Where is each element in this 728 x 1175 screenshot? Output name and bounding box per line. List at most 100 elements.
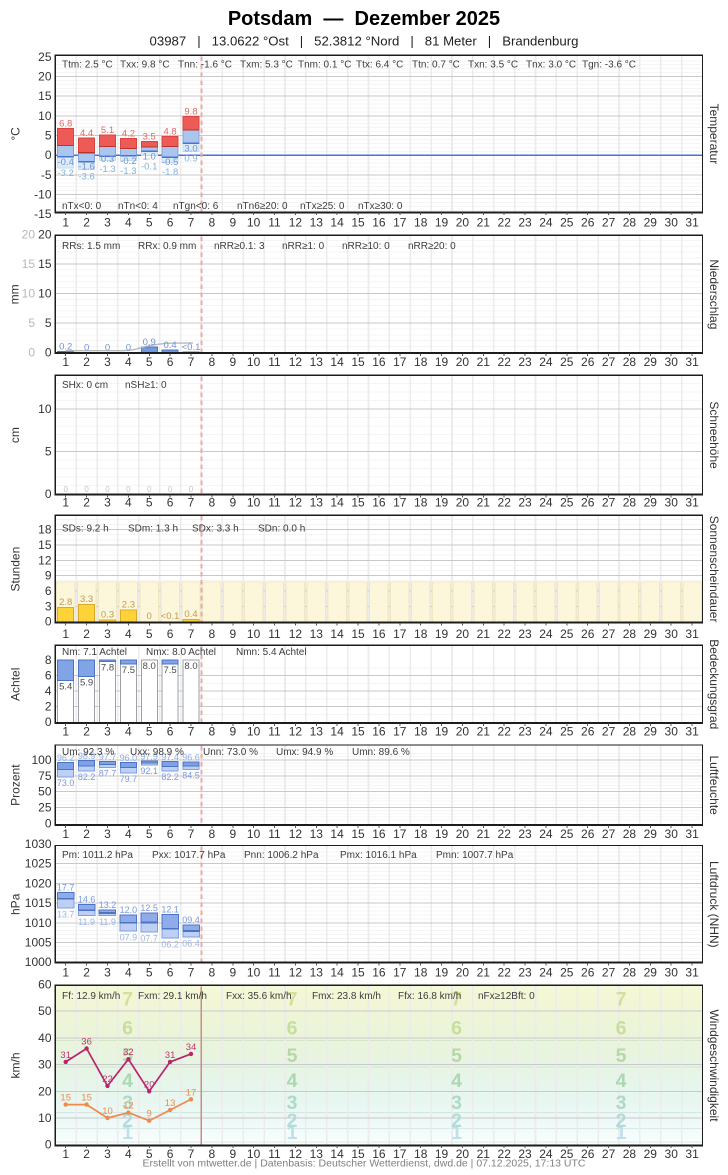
svg-text:4: 4 <box>616 1070 627 1092</box>
svg-text:13: 13 <box>310 215 324 229</box>
svg-text:5: 5 <box>287 1045 298 1067</box>
svg-text:4: 4 <box>125 627 132 641</box>
svg-text:25: 25 <box>560 215 574 229</box>
svg-text:06.2: 06.2 <box>161 939 179 949</box>
svg-text:9: 9 <box>229 215 236 229</box>
svg-text:4.8: 4.8 <box>163 126 176 137</box>
svg-text:6: 6 <box>287 1018 298 1040</box>
svg-text:22: 22 <box>498 496 512 510</box>
svg-text:34: 34 <box>186 1042 197 1053</box>
svg-text:Umn: 89.6 %: Umn: 89.6 % <box>352 747 410 758</box>
svg-text:9: 9 <box>229 1147 236 1161</box>
svg-text:8: 8 <box>45 653 52 667</box>
svg-text:82.2: 82.2 <box>161 772 179 782</box>
svg-text:31: 31 <box>685 215 699 229</box>
svg-text:Pxx: 1017.7 hPa: Pxx: 1017.7 hPa <box>152 850 226 861</box>
svg-text:14.6: 14.6 <box>78 895 96 905</box>
svg-text:0.9: 0.9 <box>143 337 156 348</box>
svg-text:9: 9 <box>229 966 236 980</box>
svg-text:24: 24 <box>539 1147 553 1161</box>
svg-text:29: 29 <box>644 827 658 841</box>
svg-text:27: 27 <box>602 355 616 369</box>
svg-text:RRx: 0.9 mm: RRx: 0.9 mm <box>138 241 196 252</box>
svg-text:12: 12 <box>289 496 303 510</box>
svg-text:0: 0 <box>28 346 35 360</box>
svg-text:22: 22 <box>498 627 512 641</box>
svg-text:16: 16 <box>372 966 386 980</box>
svg-text:36: 36 <box>81 1037 92 1048</box>
svg-text:8: 8 <box>209 725 216 739</box>
svg-text:11: 11 <box>268 966 281 980</box>
svg-text:7.5: 7.5 <box>122 665 135 676</box>
svg-text:29: 29 <box>644 966 658 980</box>
svg-text:11: 11 <box>268 215 281 229</box>
svg-text:9: 9 <box>147 1109 152 1120</box>
svg-text:97.7: 97.7 <box>99 752 117 762</box>
svg-text:Niederschlag: Niederschlag <box>707 259 721 329</box>
svg-text:7: 7 <box>188 496 195 510</box>
svg-text:26: 26 <box>581 725 595 739</box>
svg-text:8: 8 <box>209 1147 216 1161</box>
svg-text:16: 16 <box>372 627 386 641</box>
svg-text:19: 19 <box>435 627 449 641</box>
svg-text:nTx≥25: 0: nTx≥25: 0 <box>300 201 345 212</box>
svg-text:0: 0 <box>126 485 131 494</box>
svg-text:1000: 1000 <box>25 955 52 969</box>
svg-text:1: 1 <box>62 827 69 841</box>
svg-text:1010: 1010 <box>25 916 52 930</box>
svg-text:Txn: 3.5 °C: Txn: 3.5 °C <box>468 60 518 71</box>
svg-text:20: 20 <box>456 827 470 841</box>
svg-text:23: 23 <box>518 1147 532 1161</box>
svg-text:3: 3 <box>104 627 111 641</box>
svg-text:22: 22 <box>102 1074 113 1085</box>
svg-text:11: 11 <box>268 496 281 510</box>
svg-text:0: 0 <box>189 485 194 494</box>
svg-text:0.3: 0.3 <box>101 610 114 621</box>
svg-text:18: 18 <box>38 523 52 537</box>
svg-text:17: 17 <box>393 725 407 739</box>
svg-text:8: 8 <box>209 355 216 369</box>
svg-text:Nmn: 5.4 Achtel: Nmn: 5.4 Achtel <box>236 647 307 658</box>
svg-text:12: 12 <box>123 1101 134 1112</box>
svg-text:7: 7 <box>188 827 195 841</box>
svg-text:31: 31 <box>685 627 699 641</box>
svg-text:25: 25 <box>560 966 574 980</box>
svg-text:12: 12 <box>289 627 303 641</box>
svg-text:22: 22 <box>498 827 512 841</box>
svg-text:17: 17 <box>393 627 407 641</box>
svg-text:SDm: 1.3 h: SDm: 1.3 h <box>128 524 178 535</box>
svg-text:18: 18 <box>414 627 428 641</box>
svg-text:17: 17 <box>393 966 407 980</box>
svg-text:11: 11 <box>268 827 281 841</box>
svg-text:11: 11 <box>268 355 281 369</box>
svg-text:26: 26 <box>581 355 595 369</box>
svg-text:<0.1: <0.1 <box>182 342 201 353</box>
svg-text:3.5: 3.5 <box>143 131 156 142</box>
svg-text:28: 28 <box>623 827 637 841</box>
svg-text:22: 22 <box>498 355 512 369</box>
svg-text:26: 26 <box>581 627 595 641</box>
svg-text:5: 5 <box>146 496 153 510</box>
svg-text:14: 14 <box>330 627 344 641</box>
svg-text:10: 10 <box>38 287 52 301</box>
svg-text:96.0: 96.0 <box>120 753 138 763</box>
svg-text:13: 13 <box>310 355 324 369</box>
svg-text:26: 26 <box>581 215 595 229</box>
svg-text:30: 30 <box>665 966 679 980</box>
svg-text:24: 24 <box>539 355 553 369</box>
svg-text:27: 27 <box>602 496 616 510</box>
svg-text:10: 10 <box>247 627 261 641</box>
svg-text:15: 15 <box>38 538 52 552</box>
svg-text:0: 0 <box>45 148 52 162</box>
svg-text:15: 15 <box>60 1093 71 1104</box>
svg-text:7: 7 <box>616 989 627 1011</box>
svg-text:12.5: 12.5 <box>140 903 158 913</box>
svg-text:8: 8 <box>209 496 216 510</box>
svg-text:7: 7 <box>188 215 195 229</box>
svg-text:28: 28 <box>623 355 637 369</box>
svg-text:1: 1 <box>616 1122 627 1144</box>
svg-text:15: 15 <box>351 827 365 841</box>
svg-text:87.7: 87.7 <box>99 769 117 779</box>
svg-text:1: 1 <box>451 1122 462 1144</box>
svg-text:Ttm: 2.5 °C: Ttm: 2.5 °C <box>62 60 113 71</box>
